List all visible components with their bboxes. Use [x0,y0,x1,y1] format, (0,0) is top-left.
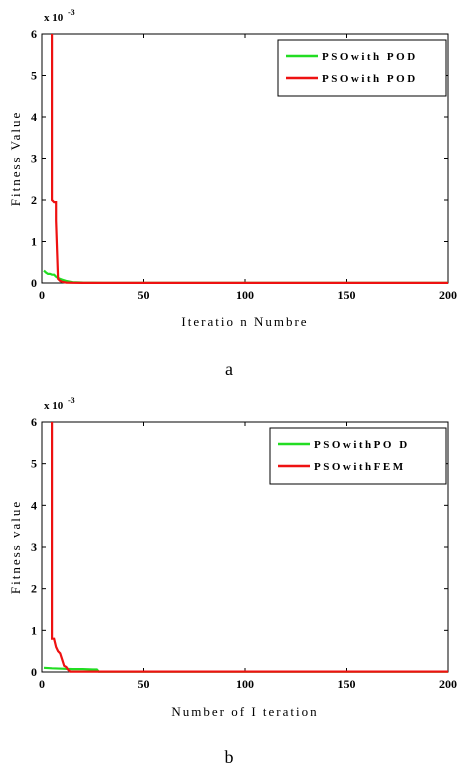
y-tick-label: 4 [31,498,37,512]
series-line-2 [50,34,448,284]
series-line-2 [50,422,448,673]
legend-label: PSOwith POD [322,51,418,63]
x-axis-label: Number of I teration [171,704,318,719]
y-tick-label: 1 [31,623,37,637]
x-tick-label: 150 [338,677,356,691]
y-axis-label: Fitness Value [8,111,23,206]
y-tick-label: 4 [31,110,37,124]
legend-label: PSOwith POD [322,73,418,85]
y-tick-label: 0 [31,665,37,679]
x-tick-label: 0 [39,288,45,302]
y-tick-label: 2 [31,193,37,207]
subfigure-caption: b [225,747,234,767]
legend-label: PSOwithFEM [314,461,406,473]
legend: PSOwith POD PSOwith POD [277,39,447,97]
y-tick-label: 1 [31,235,37,249]
x-tick-label: 50 [138,288,150,302]
y-tick-label: 5 [31,69,37,83]
chart-a: 0 50 100 150 200 0 1 2 3 4 5 6 x 10 -3 Iteratio n Numb… [8,8,457,379]
chart-b: 0 50 100 150 200 0 1 2 3 4 5 6 x 10 -3 Number of I ter… [8,396,457,767]
x-tick-label: 100 [236,288,254,302]
legend: PSOwithPO D PSOwithFEM [269,427,447,485]
y-tick-label: 0 [31,276,37,290]
series-line-1 [43,269,448,284]
axis-scale-label: x 10 [44,12,64,24]
x-axis-label: Iteratio n Numbre [181,314,308,329]
y-axis-label: Fitness value [8,500,23,594]
axis-scale-exponent: -3 [68,396,75,405]
x-tick-label: 200 [439,288,457,302]
subfigure-caption: a [225,359,233,379]
x-tick-label: 100 [236,677,254,691]
x-tick-label: 0 [39,677,45,691]
y-tick-label: 3 [31,540,37,554]
x-tick-label: 150 [338,288,356,302]
axis-scale-label: x 10 [44,400,64,412]
x-tick-label: 50 [138,677,150,691]
axis-scale-exponent: -3 [68,8,75,17]
y-tick-label: 6 [31,27,37,41]
legend-box [277,39,447,97]
legend-box [269,427,447,485]
x-tick-label: 200 [439,677,457,691]
y-tick-label: 2 [31,582,37,596]
legend-label: PSOwithPO D [314,439,410,451]
y-tick-label: 3 [31,152,37,166]
y-tick-label: 5 [31,457,37,471]
y-tick-label: 6 [31,415,37,429]
